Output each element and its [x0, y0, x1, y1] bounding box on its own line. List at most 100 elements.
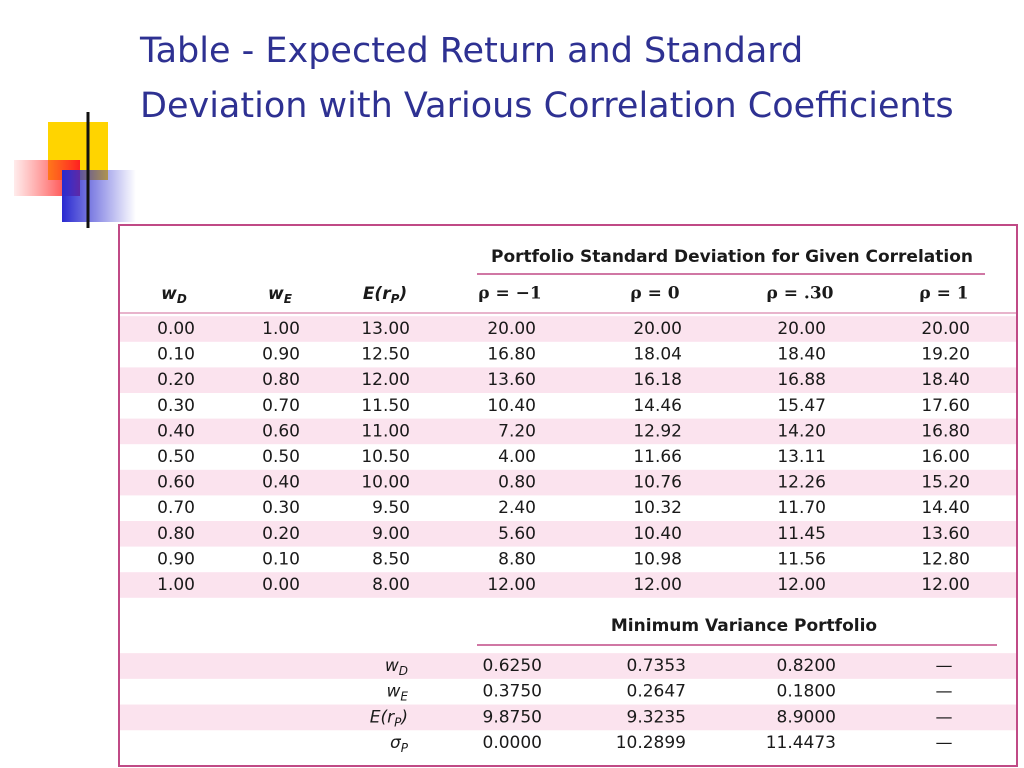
cell: 0.10 [262, 549, 300, 569]
row-band [120, 572, 1016, 598]
decoration [14, 112, 1010, 228]
cell: 10.50 [361, 447, 410, 467]
cell: 11.66 [633, 447, 682, 467]
cell: 11.45 [777, 524, 826, 544]
cell: 20.00 [633, 319, 682, 339]
cell: 16.00 [921, 447, 970, 467]
cell: 0.00 [262, 575, 300, 595]
cell: 11.56 [777, 549, 826, 569]
cell: 0.60 [262, 421, 300, 441]
cell: 16.18 [633, 370, 682, 390]
cell: 11.00 [361, 421, 410, 441]
label-base: w [268, 284, 284, 304]
cell: 0.8200 [777, 656, 836, 676]
cell: 20.00 [487, 319, 536, 339]
cell: 8.80 [498, 549, 536, 569]
row-band [120, 653, 1016, 679]
cell: 14.46 [633, 396, 682, 416]
cell: 16.80 [921, 421, 970, 441]
cell: 0.00 [157, 319, 195, 339]
label-tail: ) [399, 707, 408, 727]
label: E(rP) [363, 284, 407, 306]
cell: — [936, 707, 953, 727]
label: wE [268, 284, 293, 306]
label: σP [390, 733, 409, 755]
group-header: Portfolio Standard Deviation for Given C… [491, 247, 973, 267]
cell: 0.10 [157, 345, 195, 365]
cell: 10.2899 [616, 733, 686, 753]
cell: 0.70 [262, 396, 300, 416]
cell: 10.40 [633, 524, 682, 544]
cell: 20.00 [921, 319, 970, 339]
label-sub: D [177, 292, 187, 306]
cell: 10.32 [633, 498, 682, 518]
cell: — [936, 682, 953, 702]
label-base: E(r [363, 284, 392, 304]
cell: 12.00 [777, 575, 826, 595]
row-band [120, 469, 1016, 496]
cell: 8.50 [372, 549, 410, 569]
cell: — [936, 656, 953, 676]
cell: 0.1800 [777, 682, 836, 702]
cell: 0.60 [157, 473, 195, 493]
cell: 9.50 [372, 498, 410, 518]
cell: 17.60 [921, 396, 970, 416]
title: Table - Expected Return and Standard Dev… [139, 31, 954, 126]
row-band [120, 521, 1016, 547]
label-sub: E [284, 292, 293, 306]
cell: 15.47 [777, 396, 826, 416]
cell: 13.60 [487, 370, 536, 390]
label-tail: ) [398, 284, 407, 304]
cell: 10.40 [487, 396, 536, 416]
cell: 12.26 [777, 473, 826, 493]
label: wD [385, 656, 408, 678]
label-base: w [385, 656, 399, 676]
cell: 16.88 [777, 370, 826, 390]
cell: 11.4473 [766, 733, 836, 753]
cell: 0.90 [157, 549, 195, 569]
cell: 0.30 [157, 396, 195, 416]
row-band [120, 418, 1016, 445]
table: Portfolio Standard Deviation for Given C… [120, 247, 1016, 755]
cell: 0.40 [157, 421, 195, 441]
label-sub: P [394, 715, 402, 729]
cell: 10.76 [633, 473, 682, 493]
cell: 8.00 [372, 575, 410, 595]
cell: 18.40 [777, 345, 826, 365]
cell: 9.8750 [483, 707, 542, 727]
cell: 12.50 [361, 345, 410, 365]
column-header: ρ = .30 [767, 284, 834, 304]
cell: 0.7353 [627, 656, 686, 676]
cell: 10.00 [361, 473, 410, 493]
cell: 15.20 [921, 473, 970, 493]
label-sub: D [399, 664, 408, 678]
cell: 0.50 [157, 447, 195, 467]
cell: 0.20 [157, 370, 195, 390]
cell: 5.60 [498, 524, 536, 544]
label-base: w [387, 682, 401, 702]
cell: 20.00 [777, 319, 826, 339]
cell: 10.98 [633, 549, 682, 569]
label-sub: E [400, 689, 408, 703]
cell: 0.20 [262, 524, 300, 544]
cell: 0.90 [262, 345, 300, 365]
label: wE [387, 682, 409, 704]
cell: 18.04 [633, 345, 682, 365]
cell: 16.80 [487, 345, 536, 365]
header-rule [120, 312, 1016, 314]
label-sub: P [401, 741, 409, 755]
cell: 0.80 [262, 370, 300, 390]
cell: 4.00 [498, 447, 536, 467]
cell: 0.50 [262, 447, 300, 467]
cell: 1.00 [157, 575, 195, 595]
column-header: ρ = −1 [478, 284, 541, 304]
cell: 0.40 [262, 473, 300, 493]
column-header: ρ = 1 [919, 284, 968, 304]
row-band [120, 704, 1016, 731]
label: wD [161, 284, 187, 306]
label-base: E(r [370, 707, 395, 727]
cell: 12.00 [361, 370, 410, 390]
cell: 12.00 [633, 575, 682, 595]
cell: 0.0000 [483, 733, 542, 753]
cell: 14.20 [777, 421, 826, 441]
